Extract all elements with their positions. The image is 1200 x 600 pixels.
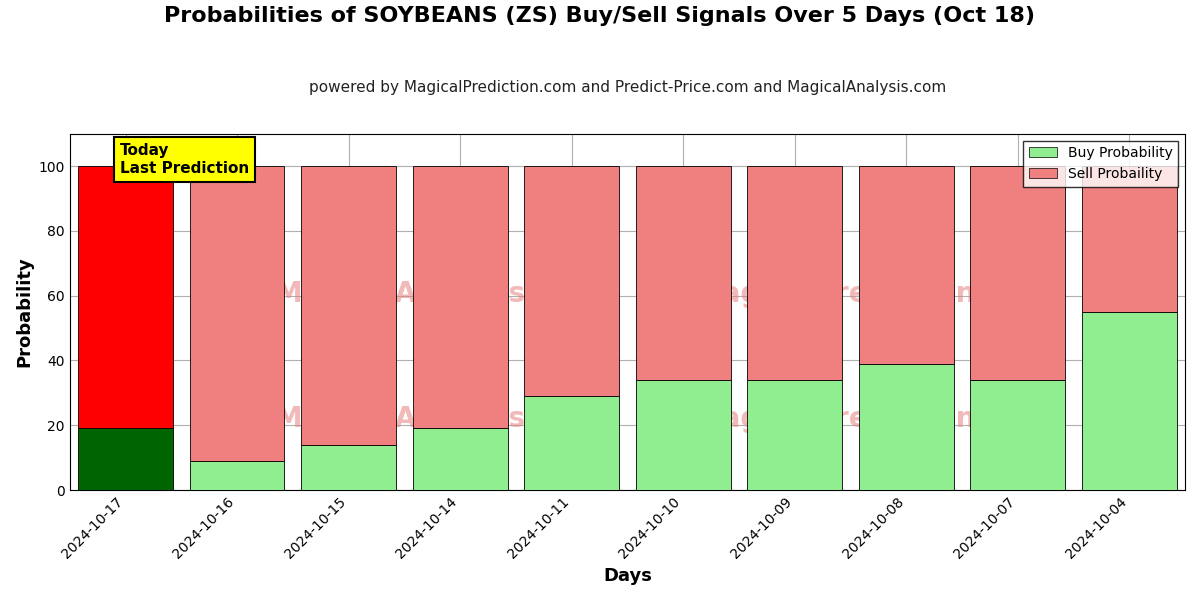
Legend: Buy Probability, Sell Probaility: Buy Probability, Sell Probaility: [1024, 140, 1178, 187]
Text: MagicalAnalysis.com: MagicalAnalysis.com: [275, 280, 601, 308]
X-axis label: Days: Days: [602, 567, 652, 585]
Bar: [524, 166, 619, 396]
Bar: [859, 166, 954, 364]
Bar: [748, 380, 842, 490]
Bar: [636, 380, 731, 490]
Bar: [190, 461, 284, 490]
Bar: [78, 428, 173, 490]
Bar: [636, 166, 731, 380]
Title: powered by MagicalPrediction.com and Predict-Price.com and MagicalAnalysis.com: powered by MagicalPrediction.com and Pre…: [308, 80, 946, 95]
Bar: [524, 396, 619, 490]
Bar: [859, 364, 954, 490]
Bar: [413, 166, 508, 428]
Bar: [301, 445, 396, 490]
Text: Probabilities of SOYBEANS (ZS) Buy/Sell Signals Over 5 Days (Oct 18): Probabilities of SOYBEANS (ZS) Buy/Sell …: [164, 6, 1036, 26]
Text: Today
Last Prediction: Today Last Prediction: [120, 143, 250, 176]
Bar: [1082, 312, 1177, 490]
Text: MagicalPrediction.com: MagicalPrediction.com: [695, 280, 1051, 308]
Bar: [301, 166, 396, 445]
Bar: [1082, 166, 1177, 312]
Bar: [748, 166, 842, 380]
Bar: [78, 166, 173, 428]
Bar: [190, 166, 284, 461]
Text: MagicalAnalysis.com: MagicalAnalysis.com: [275, 405, 601, 433]
Bar: [971, 380, 1066, 490]
Text: MagicalPrediction.com: MagicalPrediction.com: [695, 405, 1051, 433]
Bar: [971, 166, 1066, 380]
Y-axis label: Probability: Probability: [14, 256, 34, 367]
Bar: [413, 428, 508, 490]
